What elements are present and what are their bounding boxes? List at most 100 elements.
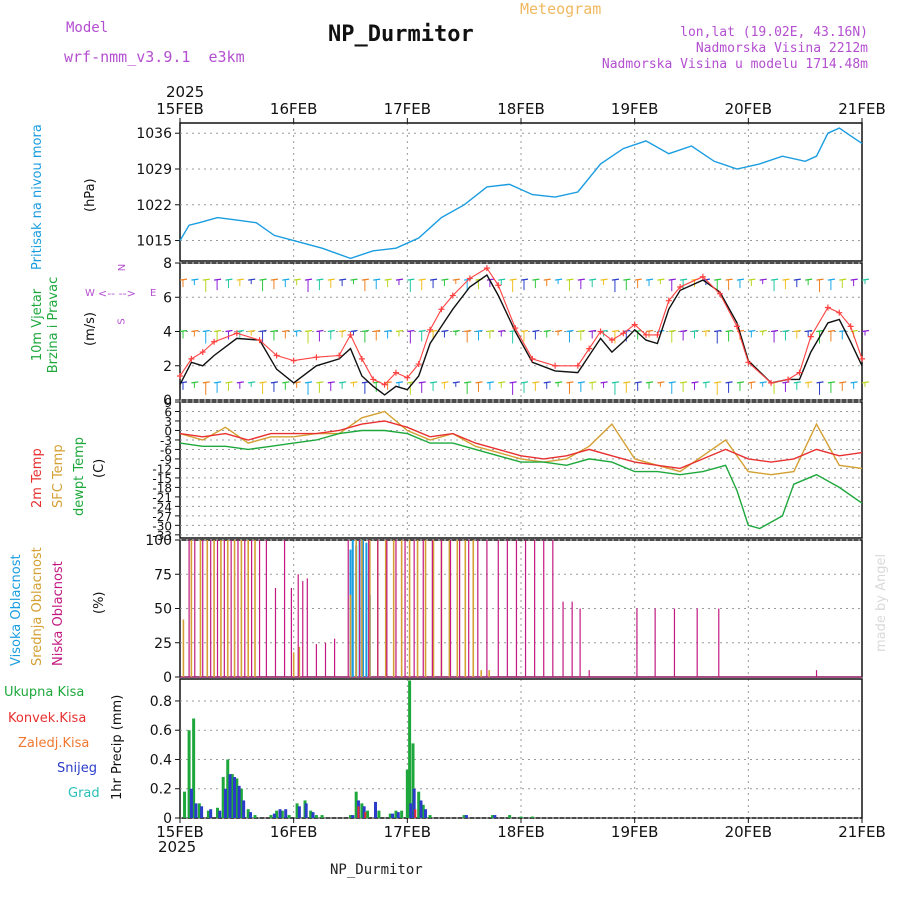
ytick-label: 100 (145, 533, 172, 549)
wind-barb-shaft (520, 329, 529, 333)
wind-marker (449, 292, 456, 299)
wind-barb-shaft (373, 278, 381, 281)
wind-marker (347, 331, 354, 338)
model-name: wrf-nmm_v3.9.1 e3km (64, 48, 245, 66)
ytick-label: -3 (160, 434, 172, 448)
wind-barb-shaft (850, 381, 858, 384)
precip-bar (419, 800, 423, 818)
panel-frame-4 (179, 678, 863, 819)
wind-barb-shaft (725, 278, 733, 281)
wind-barb-shaft (645, 278, 654, 281)
station-title: NP_Durmitor (328, 22, 474, 47)
precip-bar (362, 806, 366, 818)
wind-barb-shaft (270, 381, 279, 384)
wind-barb-shaft (736, 278, 745, 281)
wind-barb-shaft (702, 329, 710, 333)
wind-barb-shaft (691, 329, 699, 333)
wind-barb-shaft (634, 278, 642, 281)
ytick-label: 0 (163, 811, 172, 827)
xtick-label-top: 18FEB (497, 100, 544, 118)
precip-legend-conv: Konvek.Kisa (8, 711, 87, 726)
wind-barb-shaft (350, 278, 358, 281)
wind-marker (768, 379, 775, 386)
wind-marker (796, 369, 803, 376)
precip-bar (519, 816, 523, 818)
precip-bar (233, 777, 237, 818)
precip-bar (428, 815, 432, 818)
xtick-label-bottom: 15FEB (156, 823, 203, 841)
xtick-label-top: 16FEB (270, 100, 317, 118)
wind-barb-shaft (304, 278, 313, 281)
ytick-label: 50 (154, 602, 172, 618)
wind-speed-line (179, 273, 863, 396)
wind-barb-shaft (668, 381, 676, 384)
wind-marker (643, 331, 650, 338)
precip-bar (388, 813, 392, 818)
wind-barb-shaft (248, 381, 256, 384)
precip-bar (197, 803, 201, 818)
precip-bar (360, 803, 364, 818)
ytick-label: 0.2 (150, 782, 172, 798)
year-top: 2025 (166, 83, 205, 101)
wind-barb-shaft (714, 329, 722, 333)
model-elevation-label: Nadmorska Visina u modelu 1714.48m (601, 57, 868, 72)
precip-bar (311, 812, 315, 818)
wind-marker (313, 354, 320, 361)
precip-bar (194, 803, 198, 818)
precip-legend-freezing: Zaledj.Kisa (18, 736, 90, 751)
wind-barb-shaft (691, 381, 699, 384)
compass-e: E (150, 288, 157, 299)
wind-barb-shaft (179, 329, 188, 333)
precip-bar (269, 815, 273, 818)
precip-bar (221, 777, 225, 818)
wind-barb-shaft (202, 329, 210, 333)
precip-bar (206, 810, 210, 818)
wind-barb-shaft (361, 278, 369, 281)
precip-bar (530, 816, 534, 818)
wind-marker (370, 376, 377, 383)
wind-barb-shaft (714, 278, 722, 281)
precip-bar (284, 809, 288, 818)
xtick-label-bottom: 19FEB (611, 823, 658, 841)
wind-barb-shaft (350, 329, 358, 333)
wind-barb-shaft (486, 381, 494, 384)
wind-barb-shaft (714, 381, 722, 384)
ytick-label: 0.4 (150, 752, 172, 768)
precip-bar (349, 815, 352, 818)
ytick-label: -30 (152, 519, 172, 533)
wind-barb-shaft (793, 278, 801, 281)
wind-marker (438, 306, 445, 313)
elevation-label: Nadmorska Visina 2212m (695, 41, 868, 56)
precip-bar (408, 680, 412, 818)
precip-bar (304, 803, 308, 818)
wind-barb-shaft (611, 329, 620, 333)
coords-label: lon,lat (19.02E, 43.16N) (680, 25, 868, 40)
precip-bar (275, 810, 279, 818)
wind-barb-shaft (589, 278, 597, 281)
wind-marker (233, 330, 240, 337)
wind-marker (699, 273, 706, 280)
wind-barb-shaft (839, 381, 847, 384)
precip-bar (189, 788, 193, 818)
dewpoint-line (179, 429, 863, 530)
wind-barb-shaft (861, 278, 870, 281)
wind-barb-shaft (600, 278, 608, 281)
wind-barb-shaft (850, 278, 858, 281)
precip-bar (226, 759, 230, 818)
wind-barb-shaft (793, 381, 801, 384)
wind-marker (824, 304, 831, 311)
model-label: Model (66, 20, 109, 36)
precip-bar (508, 815, 512, 818)
wind-barb-shaft (202, 278, 210, 281)
ytick-label: -21 (152, 491, 172, 505)
wind-barb-shaft (577, 329, 585, 333)
xtick-label-bottom: 21FEB (838, 823, 885, 841)
wind-marker (381, 381, 388, 388)
wind-barb-shaft (248, 329, 256, 333)
wind-marker (427, 326, 434, 333)
ytick-label: 1029 (136, 162, 172, 178)
wind-barb-shaft (748, 329, 756, 333)
wind-marker (512, 325, 519, 332)
